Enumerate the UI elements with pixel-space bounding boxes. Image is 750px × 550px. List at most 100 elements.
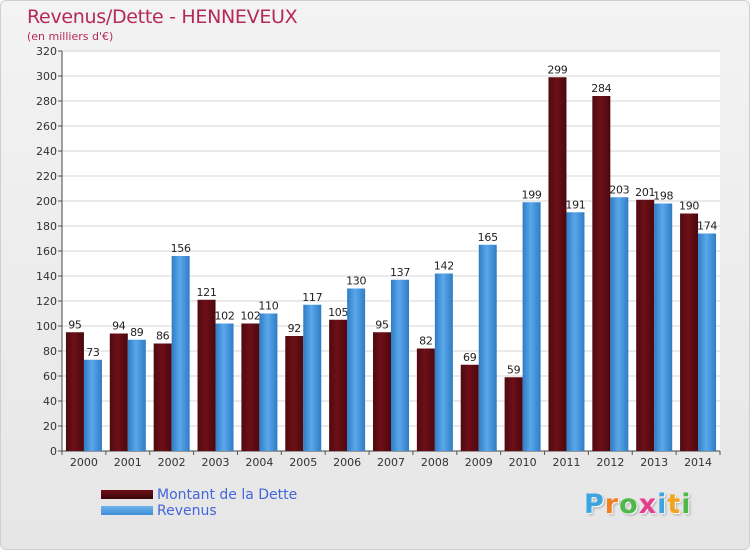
y-tick-label: 280	[36, 95, 57, 108]
bar-revenue	[215, 323, 234, 451]
data-label-debt: 95	[375, 318, 389, 331]
y-tick-label: 80	[43, 345, 57, 358]
logo-letter: o	[619, 489, 639, 520]
logo-letter: i	[681, 489, 692, 520]
x-tick-label: 2010	[509, 456, 537, 469]
data-label-revenue: 142	[434, 260, 454, 273]
y-tick-label: 160	[36, 245, 57, 258]
x-tick-label: 2011	[552, 456, 580, 469]
logo-letter: r	[604, 489, 620, 520]
x-tick-label: 2003	[202, 456, 230, 469]
data-label-revenue: 199	[522, 188, 542, 201]
chart-subtitle: (en milliers d'€)	[27, 30, 114, 43]
bar-debt	[65, 332, 84, 451]
x-tick-label: 2005	[289, 456, 317, 469]
bar-debt	[285, 336, 304, 451]
y-tick-label: 320	[36, 45, 57, 58]
bar-debt	[548, 77, 567, 451]
x-tick-label: 2012	[596, 456, 624, 469]
logo-letter: i	[657, 489, 668, 520]
data-label-debt: 86	[156, 330, 170, 343]
bar-debt	[636, 199, 655, 451]
bar-debt	[109, 333, 128, 451]
data-label-debt: 105	[328, 306, 348, 319]
bar-debt	[592, 96, 611, 451]
data-label-debt: 299	[547, 63, 567, 76]
data-label-revenue: 102	[214, 310, 234, 323]
x-tick-label: 2013	[640, 456, 668, 469]
data-label-revenue: 156	[171, 242, 191, 255]
data-label-debt: 59	[507, 363, 521, 376]
bar-revenue	[171, 256, 190, 451]
y-tick-label: 220	[36, 170, 57, 183]
bar-revenue	[303, 304, 322, 451]
bar-debt	[197, 299, 216, 451]
bar-debt	[153, 343, 172, 451]
data-label-revenue: 73	[86, 346, 100, 359]
bar-revenue	[347, 288, 366, 451]
legend-label-debt: Montant de la Dette	[157, 487, 298, 503]
bar-revenue	[434, 273, 453, 451]
bar-debt	[504, 377, 523, 451]
bar-revenue	[127, 339, 146, 451]
data-label-debt: 69	[463, 351, 477, 364]
y-tick-label: 60	[43, 370, 57, 383]
data-label-debt: 190	[679, 200, 699, 213]
logo-letter: t	[667, 489, 682, 520]
y-tick-label: 40	[43, 395, 57, 408]
data-label-revenue: 137	[390, 266, 410, 279]
bar-revenue	[566, 212, 585, 451]
data-label-debt: 121	[196, 286, 216, 299]
bar-revenue	[698, 233, 717, 451]
data-label-debt: 102	[240, 310, 260, 323]
data-label-debt: 201	[635, 186, 655, 199]
data-label-revenue: 191	[565, 198, 585, 211]
data-label-debt: 92	[288, 322, 301, 335]
x-tick-label: 2000	[70, 456, 98, 469]
x-tick-label: 2008	[421, 456, 449, 469]
data-label-debt: 94	[112, 320, 126, 333]
x-tick-label: 2007	[377, 456, 405, 469]
bar-debt	[373, 332, 391, 451]
y-tick-label: 300	[36, 70, 57, 83]
x-tick-label: 2009	[465, 456, 493, 469]
y-tick-label: 100	[36, 320, 57, 333]
data-label-revenue: 165	[478, 231, 498, 244]
x-tick-label: 2002	[158, 456, 186, 469]
y-tick-label: 200	[36, 195, 57, 208]
legend-swatch-revenue	[101, 506, 153, 515]
y-tick-label: 20	[43, 420, 57, 433]
data-label-revenue: 198	[653, 190, 673, 203]
y-tick-label: 260	[36, 120, 57, 133]
legend-swatch-debt	[101, 490, 153, 499]
data-label-revenue: 130	[346, 275, 366, 288]
x-tick-label: 2004	[245, 456, 273, 469]
data-label-debt: 95	[68, 318, 82, 331]
bar-debt	[460, 364, 479, 451]
data-label-debt: 82	[419, 335, 432, 348]
bar-revenue	[610, 197, 629, 451]
data-label-revenue: 174	[697, 220, 717, 233]
y-tick-label: 240	[36, 145, 57, 158]
data-label-debt: 284	[591, 82, 611, 95]
logo-letter: P	[584, 489, 605, 520]
data-label-revenue: 89	[130, 326, 144, 339]
data-label-revenue: 110	[258, 300, 278, 313]
y-tick-label: 140	[36, 270, 57, 283]
bar-revenue	[83, 359, 102, 451]
x-tick-label: 2001	[114, 456, 142, 469]
x-tick-label: 2006	[333, 456, 361, 469]
bar-revenue	[654, 203, 673, 451]
y-tick-label: 180	[36, 220, 57, 233]
bar-debt	[241, 323, 260, 451]
bar-debt	[680, 213, 699, 451]
y-tick-label: 120	[36, 295, 57, 308]
x-tick-label: 2014	[684, 456, 712, 469]
data-label-revenue: 203	[609, 183, 629, 196]
bar-revenue	[391, 279, 409, 451]
bar-revenue	[478, 244, 497, 451]
logo-letter: x	[638, 489, 658, 520]
bar-debt	[416, 348, 435, 451]
